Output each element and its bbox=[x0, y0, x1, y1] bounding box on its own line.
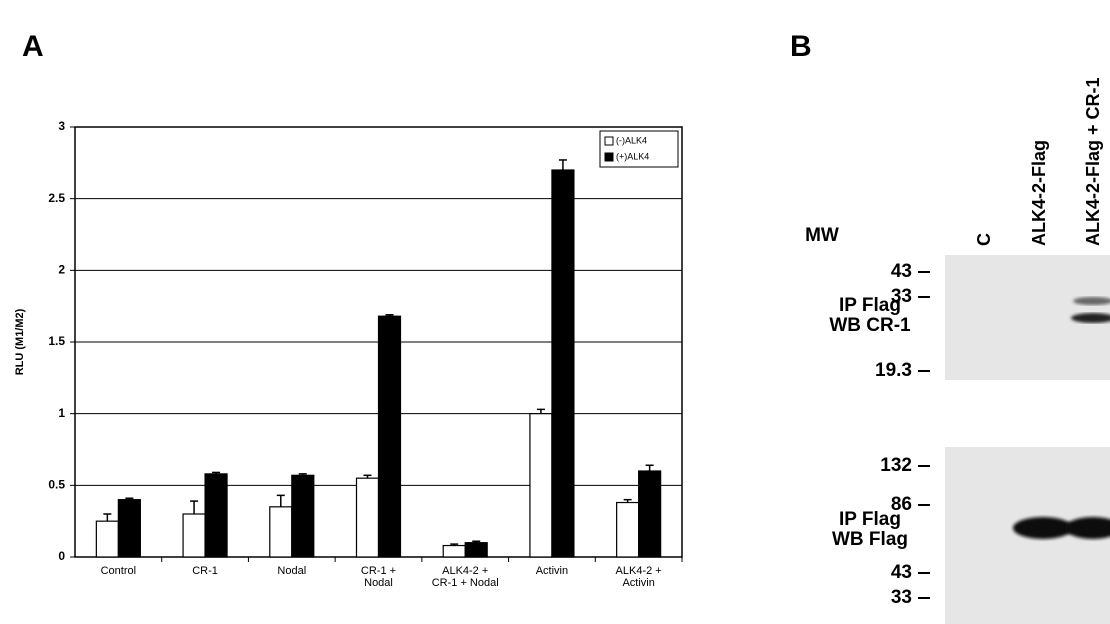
bar bbox=[617, 503, 639, 557]
x-tick-label: Activin bbox=[502, 565, 602, 577]
y-tick-label: 0 bbox=[58, 549, 65, 563]
mw-marker: 19.3 bbox=[875, 360, 912, 381]
bar bbox=[183, 514, 205, 557]
bar bbox=[118, 500, 140, 557]
figure: A B 0 0.5 1 1.5 2 2.5 3 RLU (M1/M2) (-)ALK4 (+)AL… bbox=[0, 0, 1110, 624]
bar bbox=[96, 521, 118, 557]
mw-marker: 43 bbox=[891, 261, 912, 282]
legend-label: (-)ALK4 bbox=[616, 135, 647, 145]
blot-label: IP Flag WB CR-1 bbox=[795, 296, 945, 336]
bar bbox=[639, 471, 661, 557]
panel-label: A bbox=[22, 30, 44, 63]
legend-label: (+)ALK4 bbox=[616, 151, 649, 161]
lane-label: ALK4-2-Flag + CR-1 bbox=[1083, 77, 1103, 246]
y-tick-label: 1 bbox=[58, 406, 65, 420]
x-tick-label: CR-1 + Nodal bbox=[329, 565, 429, 589]
panel-label: B bbox=[790, 30, 812, 63]
blot-band bbox=[1013, 517, 1073, 539]
mw-label: MW bbox=[805, 225, 839, 246]
x-tick-label: Nodal bbox=[242, 565, 342, 577]
y-tick-label: 2 bbox=[58, 263, 65, 277]
y-axis-label: RLU (M1/M2) bbox=[14, 308, 26, 375]
x-tick-label: ALK4-2 + Activin bbox=[589, 565, 689, 589]
x-tick-label: CR-1 bbox=[155, 565, 255, 577]
bar bbox=[270, 507, 292, 557]
y-tick-label: 2.5 bbox=[48, 191, 65, 205]
y-tick-label: 0.5 bbox=[48, 478, 65, 492]
bar bbox=[379, 316, 401, 557]
legend-swatch bbox=[605, 137, 613, 145]
bar bbox=[205, 474, 227, 557]
bar bbox=[292, 475, 314, 557]
y-tick-label: 1.5 bbox=[48, 334, 65, 348]
bar bbox=[443, 546, 465, 557]
y-tick-label: 3 bbox=[58, 119, 65, 133]
lane-label: C bbox=[974, 233, 994, 246]
mw-marker: 33 bbox=[891, 587, 912, 608]
x-tick-label: Control bbox=[68, 565, 168, 577]
mw-marker: 132 bbox=[880, 455, 912, 476]
bar bbox=[465, 543, 487, 557]
x-tick-label: ALK4-2 + CR-1 + Nodal bbox=[415, 565, 515, 589]
legend-swatch bbox=[605, 153, 613, 161]
blot-label: IP Flag WB Flag bbox=[795, 510, 945, 550]
bar bbox=[552, 170, 574, 557]
mw-marker: 43 bbox=[891, 562, 912, 583]
bar bbox=[357, 478, 379, 557]
lane-label: ALK4-2-Flag bbox=[1029, 140, 1049, 246]
bar bbox=[530, 414, 552, 557]
